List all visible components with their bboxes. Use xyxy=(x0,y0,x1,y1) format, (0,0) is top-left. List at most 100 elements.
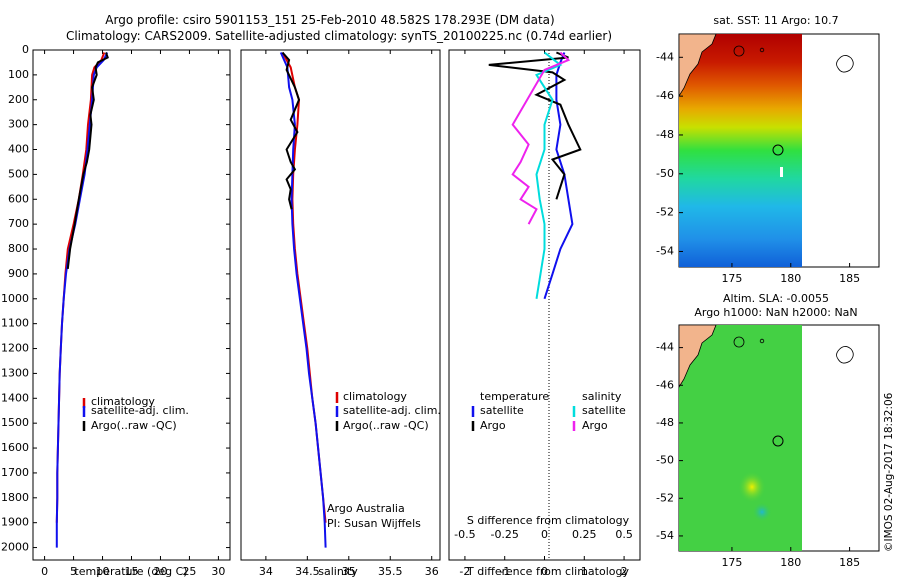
depth-tick-label: 500 xyxy=(8,167,29,180)
temperature-lines xyxy=(55,52,109,548)
map-lat-label: -48 xyxy=(656,416,674,429)
difference-panel: -2 -1 0 1 2 -0.5 -0.25 0 0.25 0.5 S difference f… xyxy=(448,49,641,578)
legend-label-s-satellite: satellite xyxy=(582,404,626,417)
map-lat-label: -44 xyxy=(656,50,674,63)
sla-anomaly-high xyxy=(738,471,766,503)
x-tick-label: 15 xyxy=(125,565,139,578)
depth-tick-label: 800 xyxy=(8,242,29,255)
temperature-legend: climatology satellite-adj. clim. Argo(..… xyxy=(82,395,189,432)
s-tick-label: -0.5 xyxy=(454,528,475,541)
salinity-lines xyxy=(279,51,327,548)
footer-stamp: ©IMOS 02-Aug-2017 18:32:06 xyxy=(883,392,895,552)
x-tick-label: -2 xyxy=(459,565,470,578)
map-lat-label: -54 xyxy=(656,529,674,542)
x-tick-label: 10 xyxy=(96,565,110,578)
difference-xlabel-T: T difference from climatology xyxy=(466,565,629,578)
sla-island-2 xyxy=(759,338,765,344)
sst-heatmap xyxy=(679,34,802,267)
header-line2: Climatology: CARS2009. Satellite-adjuste… xyxy=(66,29,612,43)
legend-label-climatology: climatology xyxy=(343,390,407,403)
map-lat-label: -50 xyxy=(656,454,674,467)
sst-island-3 xyxy=(836,55,854,73)
legend-label-satellite: satellite-adj. clim. xyxy=(91,404,189,417)
credit-line2: PI: Susan Wijffels xyxy=(327,517,421,530)
legend-title-temperature: temperature xyxy=(480,390,549,403)
map-lon-label: 180 xyxy=(780,272,801,285)
depth-tick-label: 1200 xyxy=(1,342,29,355)
legend-label-argo: Argo(..raw -QC) xyxy=(91,419,177,432)
s-tick-label: 0 xyxy=(541,528,548,541)
sst-argo-tick xyxy=(780,167,783,177)
map-lat-label: -44 xyxy=(656,341,674,354)
sst-island-1 xyxy=(733,45,745,57)
depth-tick-label: 300 xyxy=(8,118,29,131)
sla-land xyxy=(679,325,717,388)
depth-tick-label: 400 xyxy=(8,143,29,156)
s-tick-label: 0.5 xyxy=(615,528,633,541)
x-tick-label: -1 xyxy=(499,565,510,578)
x-tick-label: 36 xyxy=(425,565,439,578)
x-tick-label: 34 xyxy=(259,565,273,578)
sst-argo-marker xyxy=(772,144,784,156)
depth-tick-label: 900 xyxy=(8,267,29,280)
legend-label-s-argo: Argo xyxy=(582,419,608,432)
map-lat-label: -46 xyxy=(656,89,674,102)
sst-island-2 xyxy=(759,47,765,53)
x-tick-label: 0 xyxy=(41,565,48,578)
depth-tick-label: 1400 xyxy=(1,391,29,404)
x-tick-label: 1 xyxy=(581,565,588,578)
sla-heatmap xyxy=(679,325,802,551)
map-lon-label: 175 xyxy=(721,556,742,569)
depth-tick-label: 100 xyxy=(8,68,29,81)
legend-title-salinity: salinity xyxy=(582,390,622,403)
sla-island-3 xyxy=(836,346,854,364)
difference-lines xyxy=(488,51,582,300)
map-lat-label: -48 xyxy=(656,128,674,141)
legend-label-t-satellite: satellite xyxy=(480,404,524,417)
sla-map-subtitle: Argo h1000: NaN h2000: NaN xyxy=(694,306,857,319)
map-lat-label: -46 xyxy=(656,378,674,391)
salinity-x-axis: 34 34.5 35 35.5 36 xyxy=(259,50,439,578)
temperature-plot-frame xyxy=(32,49,231,561)
depth-tick-label: 1000 xyxy=(1,292,29,305)
sla-map-field xyxy=(679,325,854,551)
x-tick-label: 25 xyxy=(182,565,196,578)
map-lon-label: 180 xyxy=(780,556,801,569)
series-line-satellite xyxy=(279,52,327,548)
sla-anomaly-low xyxy=(752,502,772,522)
depth-tick-label: 600 xyxy=(8,192,29,205)
credit-line1: Argo Australia xyxy=(327,502,405,515)
sst-map-title: sat. SST: 11 Argo: 10.7 xyxy=(713,14,838,27)
s-tick-label: 0.25 xyxy=(572,528,597,541)
temperature-panel: 0100200300400500600700800900100011001200… xyxy=(1,43,640,578)
map-lon-label: 185 xyxy=(839,556,860,569)
depth-tick-label: 200 xyxy=(8,93,29,106)
depth-tick-label: 1500 xyxy=(1,416,29,429)
map-lat-label: -54 xyxy=(656,244,674,257)
difference-legend: temperature satellite Argo salinity sate… xyxy=(471,390,626,432)
x-tick-label: 2 xyxy=(621,565,628,578)
sla-map-axes: 175 180 185 -44 -46 -48 -50 -52 -54 xyxy=(656,341,860,569)
header-line1: Argo profile: csiro 5901153_151 25-Feb-2… xyxy=(105,13,554,27)
salinity-legend: climatology satellite-adj. clim. Argo(..… xyxy=(335,390,441,432)
series-line-s-argo xyxy=(511,51,571,225)
map-lat-label: -52 xyxy=(656,491,674,504)
s-tick-label: -0.25 xyxy=(490,528,518,541)
sla-map-panel: Altim. SLA: -0.0055 Argo h1000: NaN h200… xyxy=(656,292,880,569)
x-tick-label: 5 xyxy=(70,565,77,578)
depth-tick-label: 1600 xyxy=(1,441,29,454)
sst-map-field xyxy=(679,34,854,267)
map-lon-label: 185 xyxy=(839,272,860,285)
map-lon-label: 175 xyxy=(721,272,742,285)
salinity-plot-frame xyxy=(240,49,441,561)
map-lat-label: -52 xyxy=(656,206,674,219)
salinity-panel: 34 34.5 35 35.5 36 salinity climatology sate… xyxy=(240,49,441,578)
sla-island-1 xyxy=(733,336,745,348)
depth-tick-label: 0 xyxy=(22,43,29,56)
x-tick-label: 0 xyxy=(541,565,548,578)
sst-map-axes: 175 180 185 -44 -46 -48 -50 -52 -54 xyxy=(656,50,860,285)
x-tick-label: 30 xyxy=(211,565,225,578)
x-tick-label: 34.5 xyxy=(295,565,320,578)
depth-tick-label: 1800 xyxy=(1,491,29,504)
series-line-t-argo xyxy=(488,51,582,200)
